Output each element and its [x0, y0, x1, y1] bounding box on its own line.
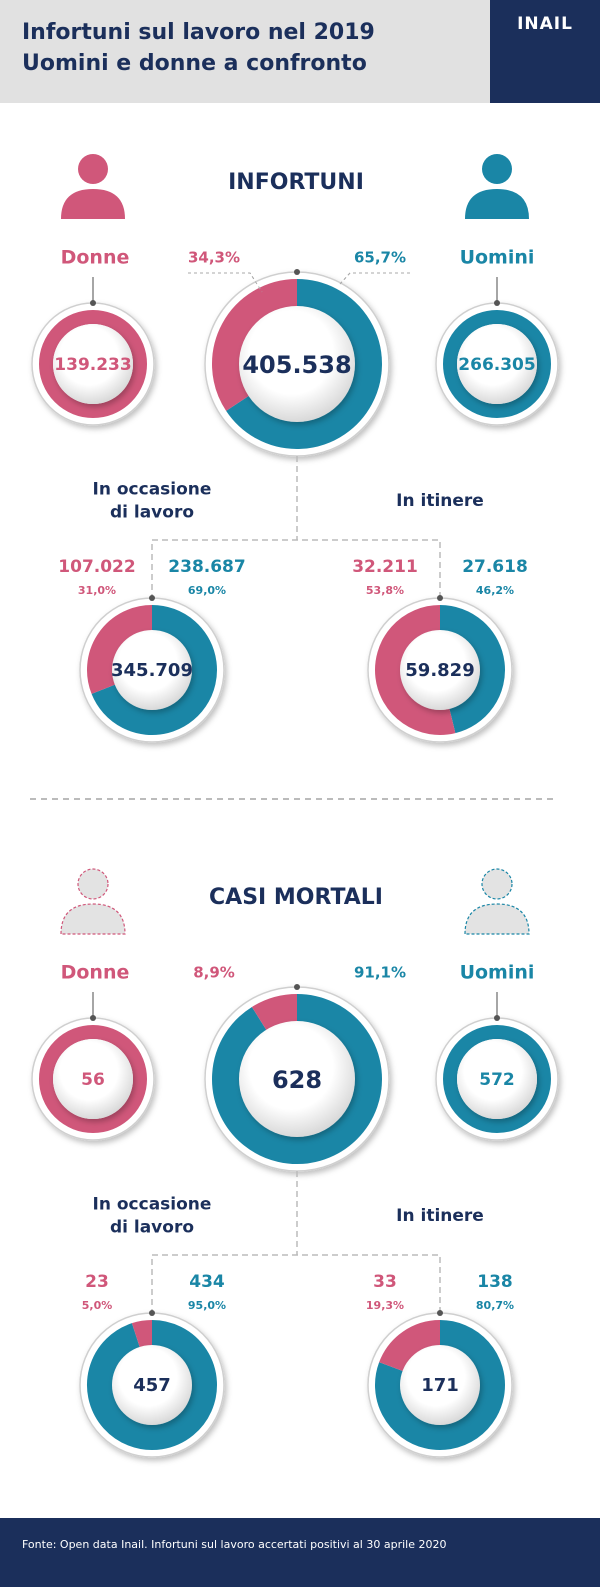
sub-title: In occasione: [93, 1195, 212, 1215]
men-share: 65,7%: [354, 249, 406, 267]
men-share: 91,1%: [354, 964, 406, 982]
donut-center: [457, 1039, 537, 1119]
icon-head: [77, 868, 109, 900]
women-share: 19,3%: [366, 1299, 404, 1312]
women-arc: [87, 605, 153, 694]
ring: [39, 1025, 147, 1133]
women-count: 32.211: [352, 557, 418, 577]
logo-box: [490, 0, 600, 103]
men-label: Uomini: [460, 962, 535, 984]
men-label: Uomini: [460, 247, 535, 269]
women-label: Donne: [61, 962, 130, 984]
men-arc: [87, 1320, 217, 1450]
women-share: 5,0%: [82, 1299, 113, 1312]
grand-total: 628: [272, 1066, 322, 1094]
women-count: 33: [373, 1272, 397, 1292]
donut-center: [112, 1345, 192, 1425]
donut-center: [112, 630, 192, 710]
connector-dot: [149, 1310, 155, 1316]
ring: [443, 310, 551, 418]
connector-dot: [90, 1015, 96, 1021]
total: 139.233: [54, 355, 131, 375]
connector-dot: [494, 300, 500, 306]
connector-dot: [294, 984, 300, 990]
sub-total: 59.829: [405, 660, 474, 681]
men-count: 238.687: [168, 557, 245, 577]
women-arc: [131, 1320, 153, 1350]
connector-dot: [437, 595, 443, 601]
women-count: 23: [85, 1272, 109, 1292]
women-share: 8,9%: [193, 964, 235, 982]
connector-dot: [294, 269, 300, 275]
footer-band: [0, 1518, 600, 1587]
men-arc: [375, 1320, 505, 1450]
sub-title: di lavoro: [110, 503, 194, 523]
sub-total: 457: [133, 1375, 171, 1396]
sub-title: di lavoro: [110, 1218, 194, 1238]
icon-head: [482, 154, 512, 184]
women-label: Donne: [61, 247, 130, 269]
men-arc: [439, 605, 505, 734]
women-share: 53,8%: [366, 584, 404, 597]
icon-body: [465, 189, 529, 219]
total: 266.305: [458, 355, 535, 375]
women-arc: [212, 279, 298, 411]
donut-center: [53, 1039, 133, 1119]
connector-dot: [149, 595, 155, 601]
icon-head: [481, 868, 513, 900]
connector-dot: [437, 1310, 443, 1316]
title: Infortuni sul lavoro nel 2019: [22, 20, 375, 45]
header-band: [0, 0, 490, 103]
ring: [39, 310, 147, 418]
women-arc: [375, 605, 456, 735]
label-leader: [188, 272, 263, 293]
title: Uomini e donne a confronto: [22, 51, 367, 76]
grand-total: 405.538: [242, 351, 351, 379]
sub-title: In occasione: [93, 480, 212, 500]
sub-total: 345.709: [111, 660, 193, 681]
men-share: 69,0%: [188, 584, 226, 597]
women-share: 31,0%: [78, 584, 116, 597]
men-share: 80,7%: [476, 1299, 514, 1312]
icon-body: [60, 903, 126, 935]
icon-body: [464, 903, 530, 935]
label-leader: [339, 272, 410, 285]
donut-center: [457, 324, 537, 404]
men-arc: [226, 279, 382, 449]
donut-center: [400, 630, 480, 710]
connector-dot: [90, 300, 96, 306]
section-title: CASI MORTALI: [209, 885, 383, 910]
icon-head: [78, 154, 108, 184]
section-title: INFORTUNI: [228, 170, 364, 195]
women-share: 34,3%: [188, 249, 240, 267]
sub-total: 171: [421, 1375, 459, 1396]
women-count: 107.022: [58, 557, 135, 577]
sub-title: In itinere: [396, 1206, 484, 1226]
icon-body: [61, 189, 125, 219]
sub-title: In itinere: [396, 491, 484, 511]
donut-center: [239, 306, 355, 422]
footer: Fonte: Open data Inail. Infortuni sul la…: [22, 1538, 446, 1551]
total: 56: [81, 1070, 105, 1090]
women-arc: [379, 1320, 441, 1373]
tree-connector: [151, 456, 441, 600]
donut-center: [53, 324, 133, 404]
men-share: 46,2%: [476, 584, 514, 597]
men-arc: [91, 605, 217, 735]
tree-connector: [151, 1171, 441, 1315]
women-arc: [251, 994, 298, 1033]
donut-center: [400, 1345, 480, 1425]
total: 572: [479, 1070, 515, 1090]
men-count: 138: [477, 1272, 513, 1292]
logo: INAIL: [517, 14, 573, 34]
men-count: 27.618: [462, 557, 528, 577]
men-share: 95,0%: [188, 1299, 226, 1312]
men-count: 434: [189, 1272, 225, 1292]
men-arc: [212, 994, 382, 1164]
donut-center: [239, 1021, 355, 1137]
connector-dot: [494, 1015, 500, 1021]
ring: [443, 1025, 551, 1133]
